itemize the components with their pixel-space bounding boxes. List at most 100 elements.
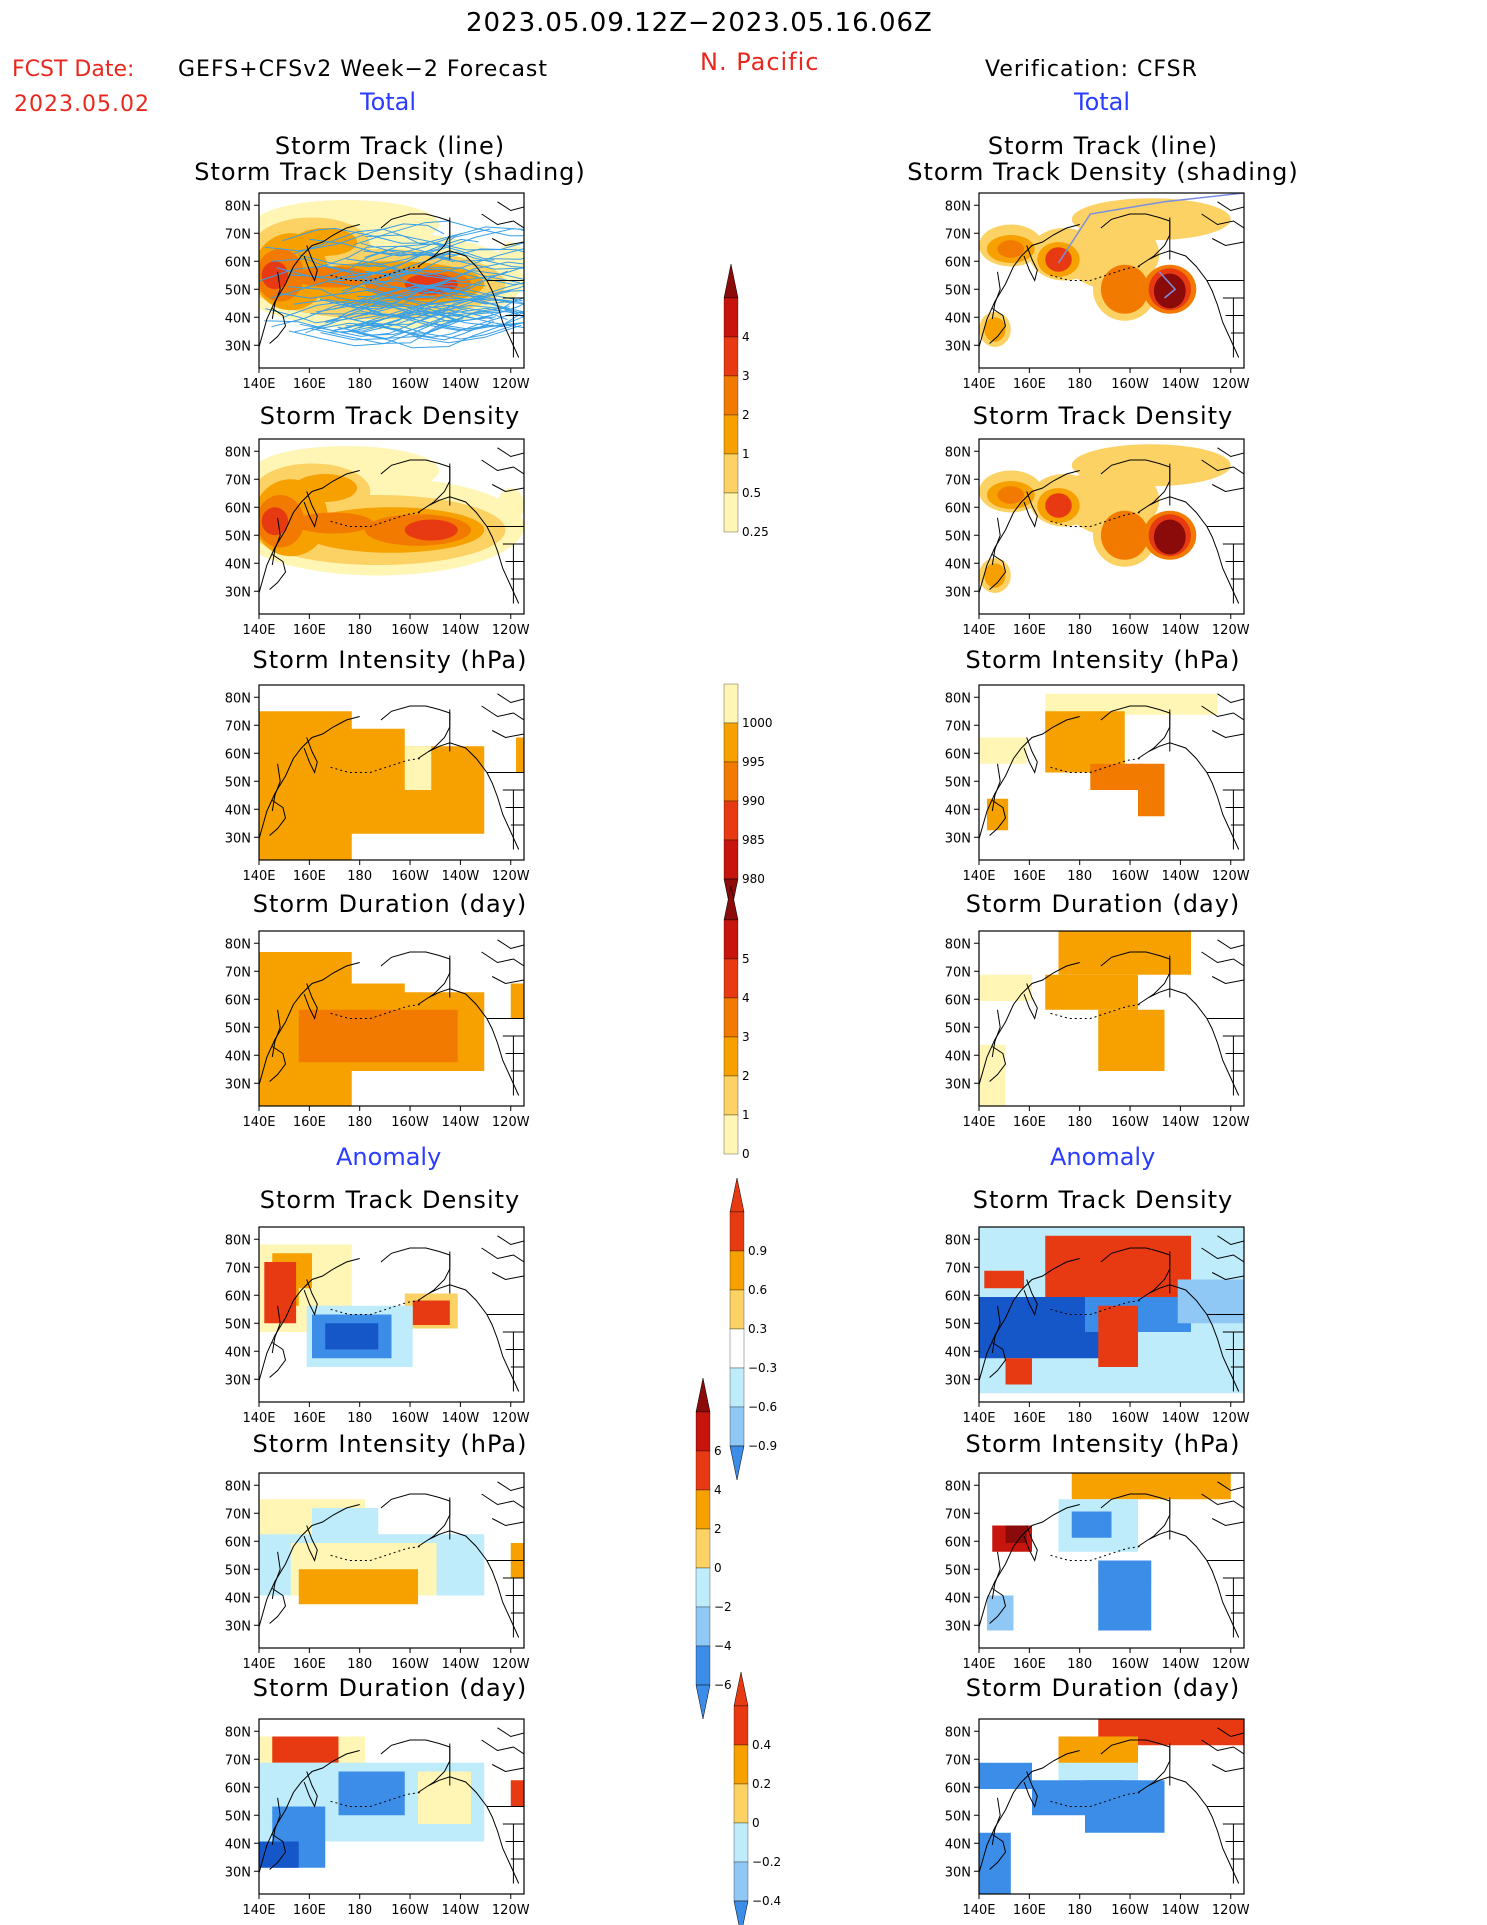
colorbar-label: 0.25 (742, 525, 769, 539)
colorbar-label: 2 (742, 408, 750, 422)
lat-tick-label: 70N (945, 719, 971, 734)
lat-tick-label: 50N (225, 1563, 251, 1578)
lon-tick-label: 180 (347, 1903, 372, 1918)
lat-tick-label: 80N (225, 445, 251, 460)
lat-tick-label: 70N (225, 1507, 251, 1522)
colorbar-label: 980 (742, 872, 765, 886)
title-duration-left: Storm Duration (day) (252, 890, 528, 918)
lat-tick-label: 60N (225, 1781, 251, 1796)
lat-tick-label: 30N (945, 831, 971, 846)
lat-tick-label: 30N (945, 339, 971, 354)
lon-tick-label: 140W (442, 1903, 480, 1918)
map-duration-anom-right: 80N 70N 60N 50N 40N 30N 140E 160E 180 160W 140W 120… (945, 1718, 1250, 1918)
lat-tick-label: 60N (225, 1535, 251, 1550)
lat-tick-label: 30N (225, 1373, 251, 1388)
lon-tick-label: 120W (1212, 1903, 1250, 1918)
lat-tick-label: 70N (225, 1753, 251, 1768)
lon-tick-label: 140W (442, 1411, 480, 1426)
lon-tick-label: 120W (492, 1657, 530, 1672)
lon-tick-label: 140E (242, 377, 275, 392)
colorbar-label: 3 (742, 369, 750, 383)
section-total-right: Total (1074, 88, 1131, 116)
colorbar-label: 990 (742, 794, 765, 808)
lat-tick-label: 30N (225, 339, 251, 354)
lon-tick-label: 160W (1111, 623, 1149, 638)
lat-tick-label: 60N (225, 255, 251, 270)
fcst-date: 2023.05.02 (14, 92, 150, 117)
lon-tick-label: 140W (1162, 1115, 1200, 1130)
lon-tick-label: 140E (962, 1903, 995, 1918)
lon-tick-label: 160E (1013, 1657, 1046, 1672)
map-intensity-anom-right: 80N 70N 60N 50N 40N 30N 140E 160E 180 160W 140W 120… (945, 1472, 1250, 1672)
lon-tick-label: 120W (1212, 1411, 1250, 1426)
map-track-line-right: 80N 70N 60N 50N 40N 30N 140E 160E 180 160W 140W 120… (945, 192, 1250, 392)
lat-tick-label: 40N (945, 1345, 971, 1360)
lat-tick-label: 80N (225, 937, 251, 952)
lon-tick-label: 160E (1013, 377, 1046, 392)
lat-tick-label: 70N (225, 1261, 251, 1276)
colorbar-label: −4 (714, 1639, 732, 1653)
lat-tick-label: 40N (225, 1049, 251, 1064)
lat-tick-label: 30N (945, 1077, 971, 1092)
colorbar-label: 4 (742, 330, 750, 344)
lon-tick-label: 140W (1162, 1657, 1200, 1672)
section-anomaly-left: Anomaly (336, 1143, 442, 1171)
lat-tick-label: 50N (945, 529, 971, 544)
colorbar-label: 0.3 (748, 1322, 767, 1336)
colorbar-label: 0.5 (742, 486, 761, 500)
lon-tick-label: 140E (242, 1115, 275, 1130)
lon-tick-label: 120W (492, 1411, 530, 1426)
lon-tick-label: 120W (1212, 1115, 1250, 1130)
lon-tick-label: 140W (1162, 869, 1200, 884)
lon-tick-label: 120W (1212, 623, 1250, 638)
colorbar-label: 0 (752, 1816, 760, 1830)
lon-tick-label: 160W (391, 1903, 429, 1918)
lon-tick-label: 180 (1067, 869, 1092, 884)
lon-tick-label: 160W (391, 623, 429, 638)
lat-tick-label: 70N (945, 1507, 971, 1522)
fcst-label: FCST Date: (12, 57, 135, 82)
lon-tick-label: 160W (391, 1115, 429, 1130)
lon-tick-label: 140E (242, 1657, 275, 1672)
lon-tick-label: 120W (1212, 869, 1250, 884)
lat-tick-label: 80N (945, 1233, 971, 1248)
lon-tick-label: 180 (347, 1411, 372, 1426)
lat-tick-label: 60N (945, 993, 971, 1008)
lon-tick-label: 160W (1111, 377, 1149, 392)
lat-tick-label: 70N (225, 719, 251, 734)
title-intensity-anom-left: Storm Intensity (hPa) (252, 1430, 528, 1458)
colorbar-label: −0.2 (752, 1855, 781, 1869)
colorbar-intensity-total: 1000 995 990 985 980 (723, 683, 773, 914)
lat-tick-label: 80N (225, 1479, 251, 1494)
lon-tick-label: 180 (1067, 1411, 1092, 1426)
lon-tick-label: 180 (1067, 377, 1092, 392)
map-track-line-left: 80N 70N 60N 50N 40N 30N 140E 160E 180 160W 140W 120… (225, 192, 530, 392)
lon-tick-label: 140E (962, 377, 995, 392)
colorbar-label: 0 (742, 1147, 750, 1161)
lat-tick-label: 70N (945, 1753, 971, 1768)
colorbar-density-anom: 0.9 0.6 0.3 −0.3 −0.6 −0.9 (729, 1177, 777, 1481)
lon-tick-label: 180 (347, 1657, 372, 1672)
lon-tick-label: 160W (1111, 1115, 1149, 1130)
lat-tick-label: 40N (945, 311, 971, 326)
title-track-line-right: Storm Track (line) (987, 132, 1219, 160)
lat-tick-label: 50N (225, 775, 251, 790)
lat-tick-label: 80N (225, 1725, 251, 1740)
lat-tick-label: 50N (225, 529, 251, 544)
lon-tick-label: 140W (1162, 1903, 1200, 1918)
lat-tick-label: 70N (945, 227, 971, 242)
lat-tick-label: 70N (945, 965, 971, 980)
lon-tick-label: 160W (1111, 869, 1149, 884)
map-duration-anom-left: 80N 70N 60N 50N 40N 30N 140E 160E 180 160W 140W 120… (225, 1718, 530, 1918)
title-duration-anom-left: Storm Duration (day) (252, 1674, 528, 1702)
lon-tick-label: 160E (293, 623, 326, 638)
title-track-line-left: Storm Track (line) (274, 132, 506, 160)
colorbar-label: 1000 (742, 716, 773, 730)
lon-tick-label: 160W (391, 1411, 429, 1426)
colorbar-label: 1 (742, 1108, 750, 1122)
colorbar-label: −0.9 (748, 1439, 777, 1453)
lat-tick-label: 50N (225, 1021, 251, 1036)
lon-tick-label: 160E (293, 1411, 326, 1426)
lon-tick-label: 180 (347, 377, 372, 392)
lon-tick-label: 160W (391, 1657, 429, 1672)
